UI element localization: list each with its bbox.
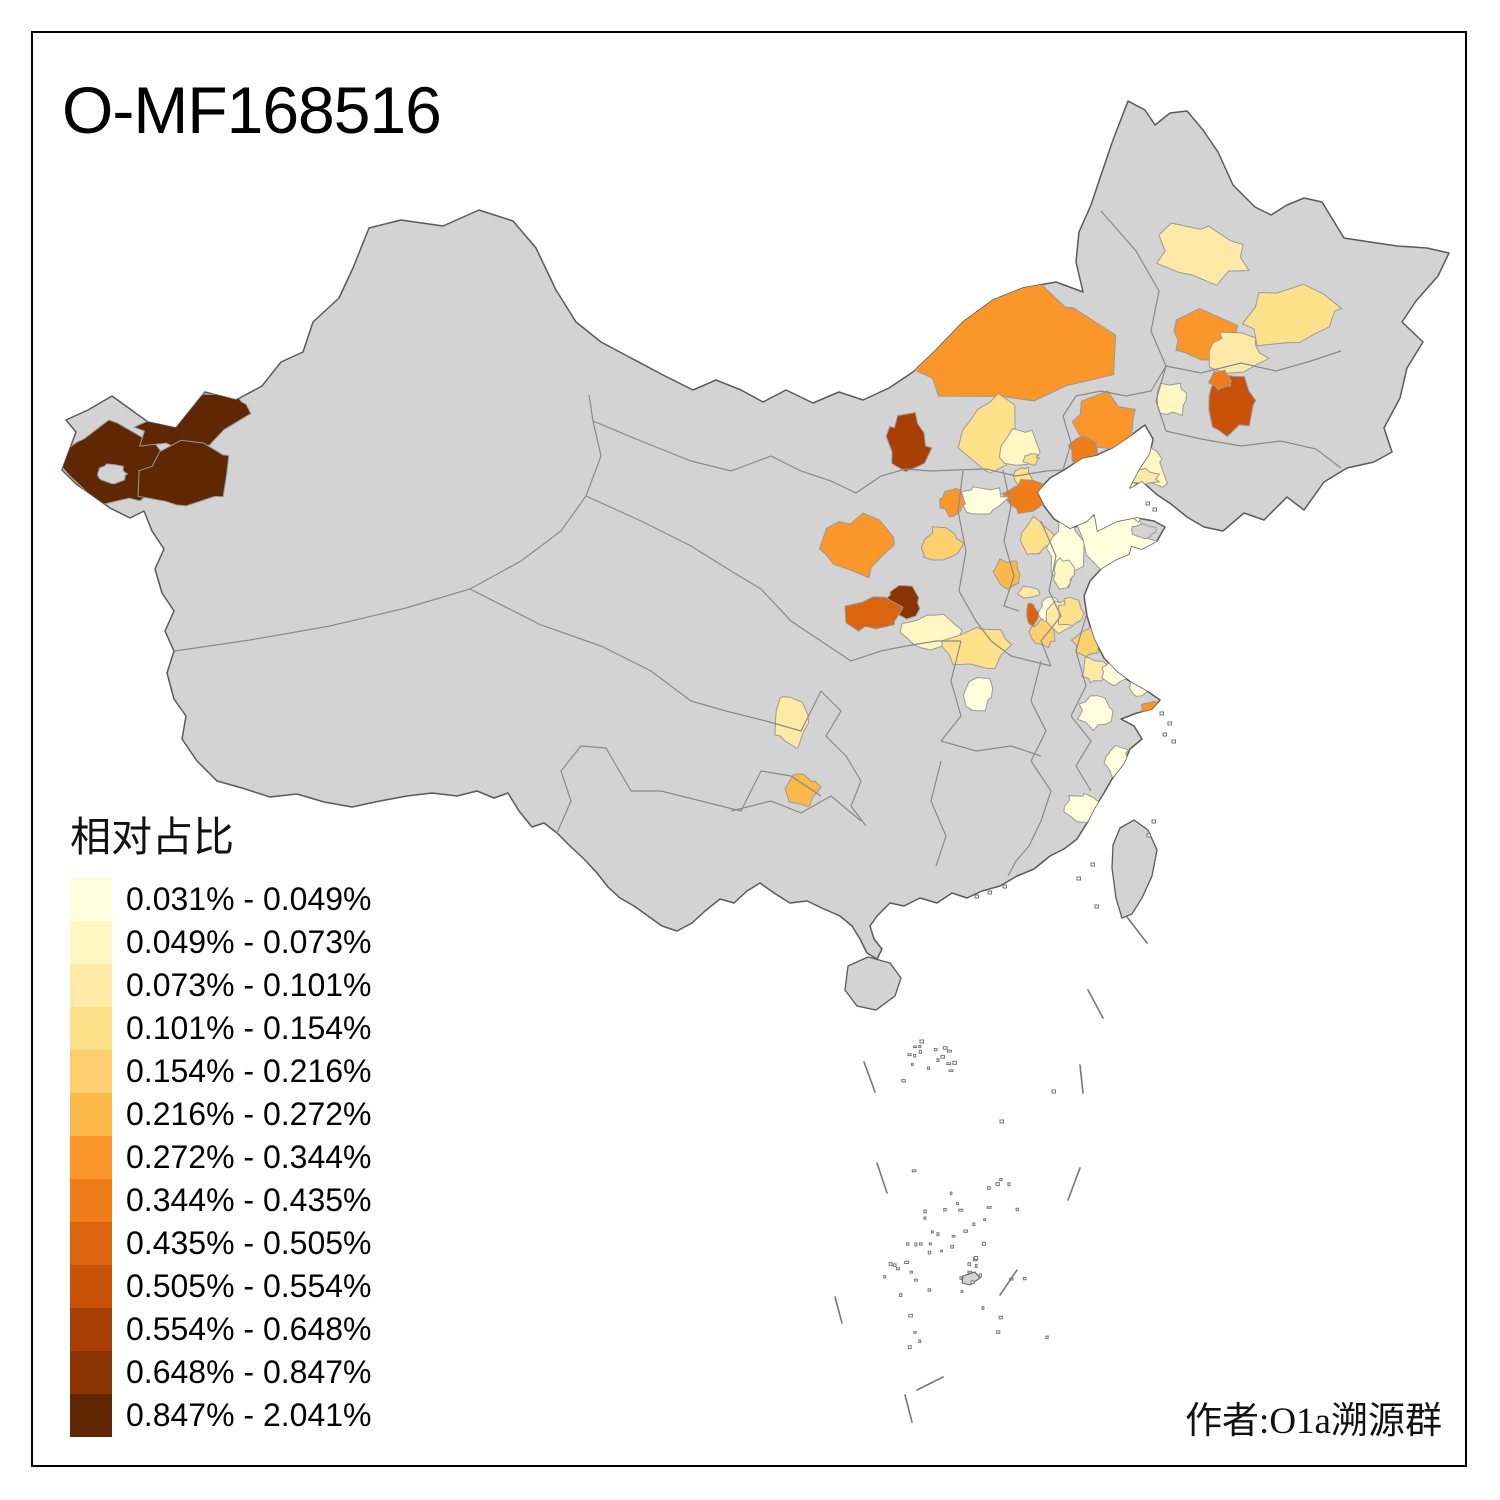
legend-swatch — [70, 878, 112, 921]
legend-item: 0.216% - 0.272% — [70, 1093, 372, 1136]
map-region-changzhi — [992, 558, 1021, 590]
map-region-wuhan — [962, 676, 994, 712]
map-region-lvliang — [920, 526, 965, 561]
province-borders — [167, 210, 1342, 877]
map-region-huaibei — [1057, 596, 1085, 627]
legend-label: 0.216% - 0.272% — [126, 1096, 372, 1132]
map-region-anyang — [1016, 584, 1041, 599]
legend-swatch — [70, 1007, 112, 1050]
hainan-island — [844, 956, 902, 1011]
legend-swatch — [70, 921, 112, 964]
map-region-zhengzhou-sliver — [1026, 602, 1040, 627]
legend-item: 0.505% - 0.554% — [70, 1265, 372, 1308]
legend-item: 0.847% - 2.041% — [70, 1394, 372, 1437]
legend-label: 0.344% - 0.435% — [126, 1182, 372, 1218]
legend-item: 0.154% - 0.216% — [70, 1050, 372, 1093]
legend-item: 0.435% - 0.505% — [70, 1222, 372, 1265]
legend-swatch — [70, 1179, 112, 1222]
legend: 相对占比 0.031% - 0.049% 0.049% - 0.073% 0.073… — [70, 814, 372, 1437]
legend-label: 0.031% - 0.049% — [126, 881, 372, 917]
legend-swatch — [70, 1308, 112, 1351]
map-region-hefei — [1080, 656, 1109, 684]
sea-islet — [961, 1271, 981, 1286]
legend-label: 0.073% - 0.101% — [126, 967, 372, 1003]
map-region-xinjiang-west-b — [137, 439, 230, 507]
legend-label: 0.272% - 0.344% — [126, 1139, 372, 1175]
map-region-hulunbuir-se — [1241, 283, 1343, 347]
legend-swatch — [70, 1394, 112, 1437]
page-title: O-MF168516 — [62, 73, 442, 147]
map-region-zunyi — [784, 773, 822, 808]
attribution: 作者:O1a溯源群 — [1185, 1401, 1442, 1442]
map-region-ulanqab — [885, 412, 933, 473]
legend-swatch — [70, 1351, 112, 1394]
map-region-hebi — [1019, 515, 1056, 556]
map-region-beijing-se — [1022, 453, 1041, 466]
map-region-yulin — [818, 512, 895, 579]
map-region-jilin-east — [1208, 373, 1257, 438]
legend-item: 0.344% - 0.435% — [70, 1179, 372, 1222]
legend-item: 0.049% - 0.073% — [70, 921, 372, 964]
map-region-longnan-red — [844, 596, 904, 632]
legend-swatch — [70, 1222, 112, 1265]
legend-item: 0.073% - 0.101% — [70, 964, 372, 1007]
legend-label: 0.847% - 2.041% — [126, 1397, 372, 1433]
map-region-shandong-hole — [1131, 523, 1157, 540]
legend-item: 0.101% - 0.154% — [70, 1007, 372, 1050]
legend-item: 0.648% - 0.847% — [70, 1351, 372, 1394]
legend-swatch — [70, 1050, 112, 1093]
legend-label: 0.435% - 0.505% — [126, 1225, 372, 1261]
legend-swatch — [70, 1265, 112, 1308]
map-region-jining — [1052, 557, 1076, 590]
legend-title: 相对占比 — [70, 814, 234, 860]
map-region-chongqing-n — [774, 696, 810, 749]
legend-label: 0.154% - 0.216% — [126, 1053, 372, 1089]
legend-swatch — [70, 964, 112, 1007]
map-region-huzhou — [1076, 695, 1114, 732]
islands-layer — [834, 501, 1176, 1423]
taiwan-island — [1111, 819, 1158, 919]
legend-swatch — [70, 1136, 112, 1179]
map-region-heilongjiang-n — [1156, 222, 1250, 286]
legend-label: 0.648% - 0.847% — [126, 1354, 372, 1390]
legend-label: 0.101% - 0.154% — [126, 1010, 372, 1046]
legend-items: 0.031% - 0.049% 0.049% - 0.073% 0.073% - 0… — [70, 878, 372, 1437]
legend-swatch — [70, 1093, 112, 1136]
legend-item: 0.272% - 0.344% — [70, 1136, 372, 1179]
legend-item: 0.031% - 0.049% — [70, 878, 372, 921]
map-region-suihua — [1208, 331, 1271, 374]
map-region-jilin-east-n — [1208, 369, 1232, 391]
legend-label: 0.505% - 0.554% — [126, 1268, 372, 1304]
legend-label: 0.049% - 0.073% — [126, 924, 372, 960]
map-region-xinjiang-enclave — [96, 463, 129, 485]
legend-item: 0.554% - 0.648% — [70, 1308, 372, 1351]
map-region-shanghai — [1140, 700, 1159, 717]
map-region-ankang — [941, 626, 1013, 670]
legend-label: 0.554% - 0.648% — [126, 1311, 372, 1347]
